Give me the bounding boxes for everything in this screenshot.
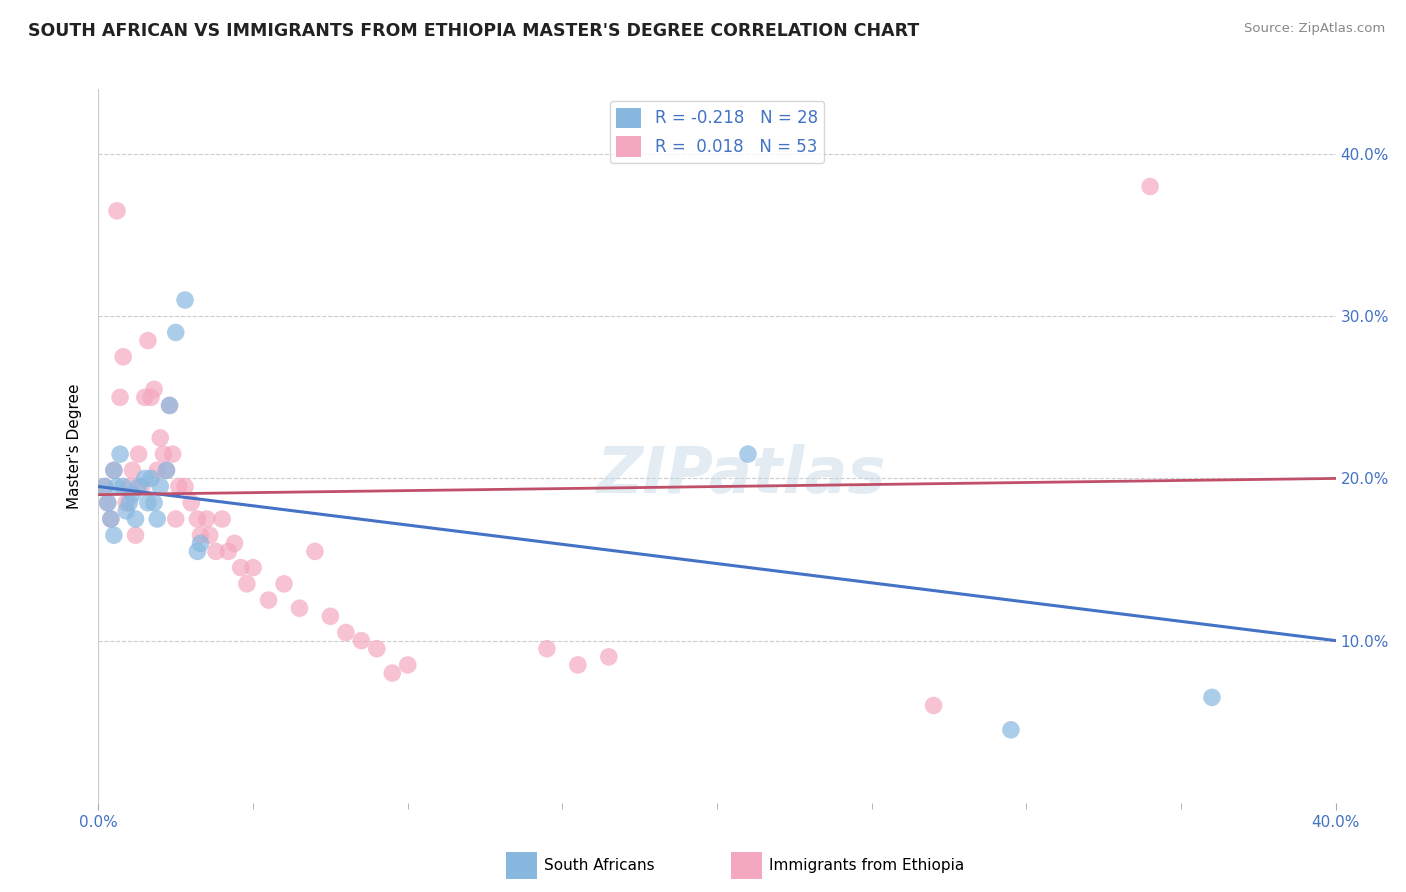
Point — [224, 536, 246, 550]
Point — [128, 479, 150, 493]
Point — [121, 488, 143, 502]
Point — [139, 390, 162, 404]
Point — [737, 447, 759, 461]
Point — [100, 512, 122, 526]
Point — [335, 625, 357, 640]
Point — [205, 544, 228, 558]
Point — [97, 496, 120, 510]
Point — [396, 657, 419, 672]
Point — [198, 528, 221, 542]
Point — [567, 657, 589, 672]
Point — [174, 479, 197, 493]
Point — [381, 666, 404, 681]
Point — [273, 577, 295, 591]
Point — [93, 479, 115, 493]
Point — [319, 609, 342, 624]
Point — [236, 577, 259, 591]
Point — [124, 512, 146, 526]
Point — [118, 496, 141, 510]
Point — [162, 447, 184, 461]
Point — [288, 601, 311, 615]
Text: ZIPatlas: ZIPatlas — [598, 443, 887, 506]
Point — [180, 496, 202, 510]
Point — [159, 399, 181, 413]
Point — [93, 479, 115, 493]
Point — [366, 641, 388, 656]
Point — [186, 544, 208, 558]
Point — [211, 512, 233, 526]
Text: Source: ZipAtlas.com: Source: ZipAtlas.com — [1244, 22, 1385, 36]
Point — [165, 326, 187, 340]
Point — [128, 447, 150, 461]
Point — [131, 479, 153, 493]
Y-axis label: Master's Degree: Master's Degree — [67, 384, 83, 508]
Point — [115, 504, 138, 518]
Point — [103, 463, 125, 477]
Point — [105, 479, 128, 493]
Point — [97, 496, 120, 510]
Point — [134, 390, 156, 404]
Point — [124, 528, 146, 542]
Point — [136, 496, 159, 510]
Point — [146, 512, 169, 526]
Point — [108, 447, 131, 461]
Point — [108, 390, 131, 404]
Point — [139, 471, 162, 485]
Point — [186, 512, 208, 526]
Point — [118, 479, 141, 493]
Text: Immigrants from Ethiopia: Immigrants from Ethiopia — [769, 858, 965, 872]
Point — [112, 479, 135, 493]
Point — [105, 203, 128, 218]
Point — [304, 544, 326, 558]
Point — [195, 512, 218, 526]
Point — [103, 463, 125, 477]
Point — [100, 512, 122, 526]
Point — [1139, 179, 1161, 194]
Point — [165, 512, 187, 526]
Point — [350, 633, 373, 648]
Text: South Africans: South Africans — [544, 858, 655, 872]
Legend: R = -0.218   N = 28, R =  0.018   N = 53: R = -0.218 N = 28, R = 0.018 N = 53 — [610, 101, 824, 163]
Point — [155, 463, 177, 477]
Point — [159, 399, 181, 413]
Text: SOUTH AFRICAN VS IMMIGRANTS FROM ETHIOPIA MASTER'S DEGREE CORRELATION CHART: SOUTH AFRICAN VS IMMIGRANTS FROM ETHIOPI… — [28, 22, 920, 40]
Point — [217, 544, 239, 558]
Point — [149, 431, 172, 445]
Point — [922, 698, 945, 713]
Point — [121, 463, 143, 477]
Point — [167, 479, 190, 493]
Point — [190, 528, 212, 542]
Point — [136, 334, 159, 348]
Point — [152, 447, 174, 461]
Point — [229, 560, 252, 574]
Point — [115, 496, 138, 510]
Point — [190, 536, 212, 550]
Point — [536, 641, 558, 656]
Point — [143, 496, 166, 510]
Point — [155, 463, 177, 477]
Point — [146, 463, 169, 477]
Point — [143, 382, 166, 396]
Point — [134, 471, 156, 485]
Point — [149, 479, 172, 493]
Point — [103, 528, 125, 542]
Point — [257, 593, 280, 607]
Point — [1000, 723, 1022, 737]
Point — [1201, 690, 1223, 705]
Point — [112, 350, 135, 364]
Point — [242, 560, 264, 574]
Point — [174, 293, 197, 307]
Point — [598, 649, 620, 664]
